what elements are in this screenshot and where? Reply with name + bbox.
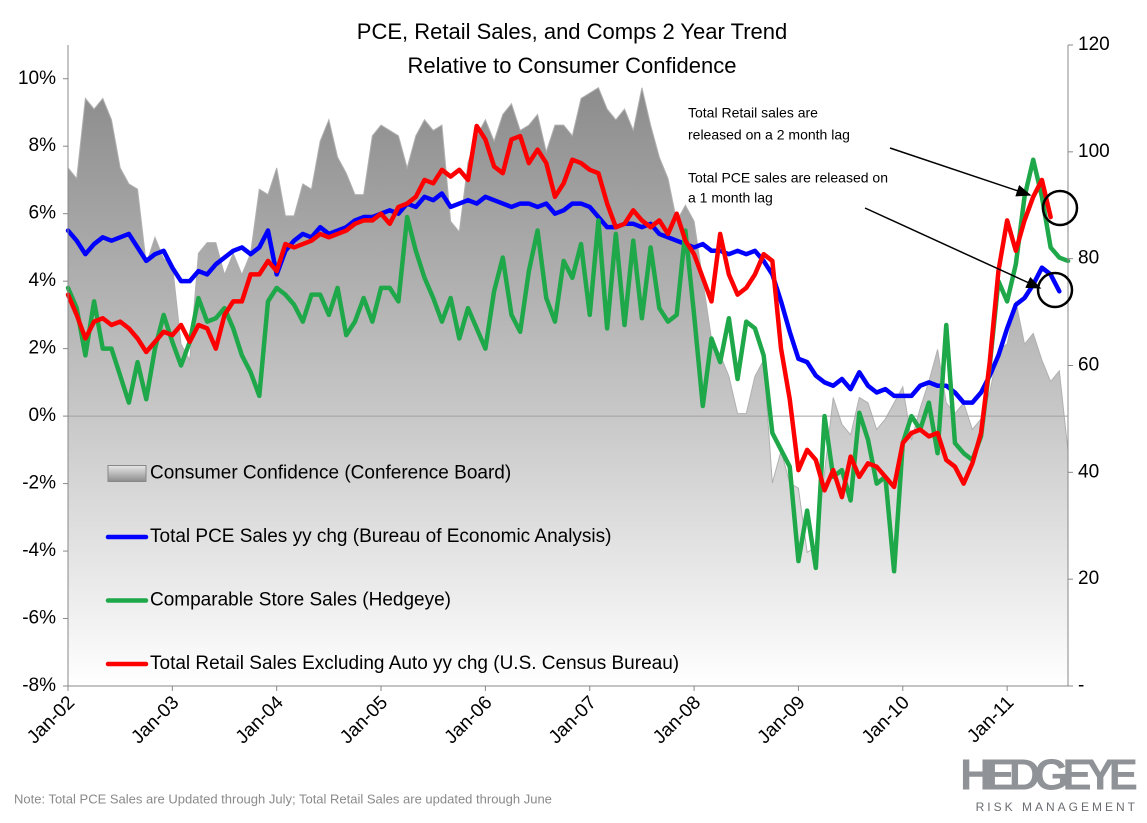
x-tick-label: Jan-10 — [858, 692, 914, 748]
annotation: a 1 month lag — [688, 190, 773, 206]
series-line — [65, 123, 1053, 500]
x-tick-label: Jan-07 — [545, 692, 601, 748]
annotation: Total PCE sales are released on — [688, 170, 888, 186]
y2-tick-label: 40 — [1078, 461, 1099, 482]
y2-tick-label: 60 — [1078, 355, 1099, 376]
y-tick-label: 6% — [29, 203, 57, 224]
y2-tick-label: 20 — [1078, 568, 1099, 589]
y2-tick-label: - — [1078, 675, 1084, 696]
highlight-circle — [1041, 189, 1079, 227]
annotation-arrow — [889, 147, 1032, 197]
legend-label: Total Retail Sales Excluding Auto yy chg… — [150, 653, 679, 674]
footnote: Note: Total PCE Sales are Updated throug… — [14, 791, 552, 806]
y-tick-label: 8% — [29, 135, 57, 156]
x-tick-label: Jan-09 — [754, 692, 810, 748]
y2-tick-label: 100 — [1078, 141, 1110, 162]
legend-label: Comparable Store Sales (Hedgeye) — [150, 590, 451, 611]
x-tick-label: Jan-05 — [336, 692, 392, 748]
legend-label: Total PCE Sales yy chg (Bureau of Econom… — [150, 526, 611, 547]
series-line — [65, 157, 1071, 574]
y-tick-label: 10% — [18, 68, 56, 89]
y-tick-label: -2% — [22, 473, 56, 494]
highlight-circle — [1036, 271, 1074, 309]
y-tick-label: 0% — [29, 405, 57, 426]
x-tick-label: Jan-11 — [963, 692, 1018, 747]
chart-subtitle: Relative to Consumer Confidence — [408, 53, 737, 78]
annotation: Total Retail sales are — [688, 105, 818, 121]
plot-area: -8% -6% -4% -2% 0% 2% 4% 6% 8% 10% - 20 40 60 80 100 120… — [18, 34, 1110, 748]
annotation-arrow — [864, 207, 1042, 289]
logo-tagline: RISK MANAGEMENT — [976, 800, 1138, 814]
legend-label: Consumer Confidence (Conference Board) — [150, 463, 511, 484]
logo: HEDGEYE — [960, 751, 1138, 800]
y-tick-label: -6% — [22, 608, 56, 629]
y2-tick-label: 80 — [1078, 248, 1099, 269]
y-tick-label: -8% — [22, 675, 56, 696]
y-tick-label: 2% — [29, 338, 57, 359]
y2-tick-label: 120 — [1078, 34, 1110, 55]
annotation: released on a 2 month lag — [688, 127, 850, 143]
legend-swatch — [107, 465, 147, 482]
x-tick-label: Jan-06 — [441, 692, 497, 748]
series-line — [65, 191, 1062, 405]
y-tick-label: 4% — [29, 270, 57, 291]
x-tick-label: Jan-08 — [649, 692, 705, 748]
x-tick-label: Jan-02 — [23, 692, 79, 748]
x-tick-label: Jan-03 — [127, 692, 183, 748]
chart-title: PCE, Retail Sales, and Comps 2 Year Tren… — [357, 19, 787, 44]
x-tick-label: Jan-04 — [232, 692, 288, 748]
y-tick-label: -4% — [22, 540, 56, 561]
